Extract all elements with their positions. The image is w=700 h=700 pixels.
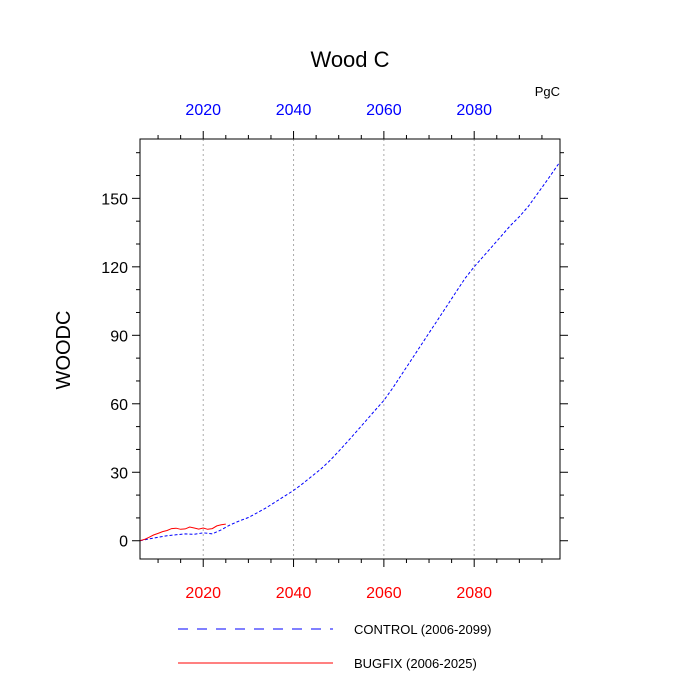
series-line-control <box>139 161 561 542</box>
plot-frame <box>139 138 561 560</box>
y-tick-label: 120 <box>101 260 128 277</box>
x-tick-label-bottom: 2040 <box>276 585 312 602</box>
x-tick-label-bottom: 2060 <box>366 585 402 602</box>
tick-layer <box>132 131 568 567</box>
x-tick-labels: 2020 2020 2040 2040 2060 2060 2080 2080 <box>185 102 492 602</box>
y-tick-labels: 0 30 60 90 120 150 <box>101 191 128 550</box>
y-tick-label: 90 <box>110 328 128 345</box>
legend-label-control: CONTROL (2006-2099) <box>354 622 492 637</box>
legend: CONTROL (2006-2099) BUGFIX (2006-2025) <box>178 622 492 671</box>
x-tick-label-bottom: 2020 <box>185 585 221 602</box>
chart-title: Wood C <box>310 47 389 72</box>
y-tick-label: 0 <box>119 534 128 551</box>
y-axis-label: WOODC <box>53 311 75 390</box>
series-line-bugfix <box>139 523 226 542</box>
x-tick-label-top: 2020 <box>185 102 221 119</box>
y-tick-label: 150 <box>101 191 128 208</box>
y-tick-label: 30 <box>110 465 128 482</box>
x-tick-label-top: 2080 <box>456 102 492 119</box>
x-tick-label-bottom: 2080 <box>456 585 492 602</box>
grid-layer <box>202 139 475 559</box>
legend-label-bugfix: BUGFIX (2006-2025) <box>354 656 477 671</box>
x-tick-label-top: 2040 <box>276 102 312 119</box>
y-tick-label: 60 <box>110 397 128 414</box>
units-label: PgC <box>535 84 560 99</box>
x-tick-label-top: 2060 <box>366 102 402 119</box>
series-layer <box>139 161 561 542</box>
